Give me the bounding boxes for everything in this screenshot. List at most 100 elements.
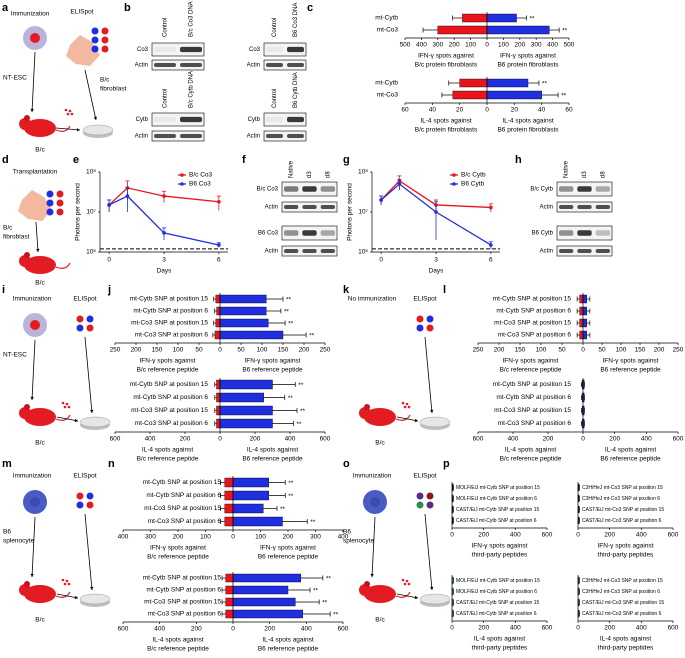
- y-axis-label: Photons per second: [75, 183, 82, 241]
- x-tick-label: 400: [510, 532, 521, 539]
- peptide: [67, 582, 71, 586]
- x-axis-label: IL-4 spots against: [474, 636, 526, 643]
- category-label: MOLF/EiJ mt-Cytb SNP at position 6: [456, 496, 537, 502]
- bar: [216, 418, 221, 429]
- category-label: MOLF/EiJ mt-Cytb SNP at position 15: [456, 485, 540, 491]
- band: [302, 249, 317, 253]
- x-tick-label: 600: [320, 436, 331, 443]
- category-label: MOLF/EiJ mt-Cytb SNP at position 6: [456, 589, 537, 595]
- x-axis-label: IL-4 spots against: [600, 636, 652, 643]
- x-axis-label: IL-4 spots against: [505, 447, 557, 454]
- antigen: [91, 27, 99, 35]
- x-tick-label: 200: [654, 347, 665, 354]
- category-label: mt-Cytb SNP at position 15: [143, 479, 222, 486]
- antigen: [86, 324, 94, 332]
- nucleus: [30, 33, 40, 43]
- blot-frame: [151, 112, 205, 127]
- significance: **: [284, 309, 290, 316]
- bar: [486, 78, 529, 88]
- antigen: [101, 27, 109, 35]
- antigen: [101, 45, 109, 53]
- category-label: mt-Cytb SNP at position 6: [146, 492, 221, 499]
- band: [577, 186, 592, 192]
- point: [125, 194, 130, 198]
- x-axis-label: IFN-γ spots against: [418, 53, 474, 60]
- x-axis-label: third-party peptides: [598, 552, 654, 559]
- band: [559, 186, 574, 192]
- antigen: [426, 315, 434, 323]
- x-tick-label: 200: [173, 534, 184, 541]
- bar: [232, 490, 269, 501]
- blot-frame: [263, 112, 307, 127]
- x-tick-label: 0: [485, 107, 489, 114]
- significance: **: [288, 395, 294, 402]
- dish-top: [82, 124, 114, 136]
- x-tick-label: 150: [278, 347, 289, 354]
- arrow: [55, 127, 81, 131]
- bar: [579, 294, 584, 304]
- category-label: mt-Co3 SNP at position 15: [494, 320, 571, 327]
- band: [320, 249, 335, 253]
- legend-label: B6 Cytb: [461, 181, 485, 188]
- row-label: B6 Co3: [258, 231, 279, 237]
- x-tick-label: 500: [400, 42, 411, 49]
- series-line: [380, 183, 492, 246]
- point: [434, 210, 438, 214]
- peptide: [63, 582, 67, 586]
- bar: [224, 490, 234, 501]
- bar: [225, 597, 234, 607]
- band: [577, 249, 592, 253]
- bar: [486, 13, 517, 23]
- x-tick-label: 200: [543, 436, 554, 443]
- x-axis-label: B/c protein fibroblasts: [415, 62, 478, 69]
- x-tick-label: 0: [581, 347, 585, 354]
- category-label: C3H/HeJ mt-Co3 SNP at position 15: [582, 485, 663, 491]
- significance: **: [322, 600, 328, 607]
- diagram-label: ELISpot: [70, 9, 93, 16]
- x-axis-label: B6 reference peptide: [600, 456, 661, 463]
- diagram-label: B/c: [3, 225, 13, 232]
- x-tick-label: 600: [118, 626, 129, 633]
- bar: [582, 330, 587, 340]
- blot-frame: [263, 42, 307, 57]
- legend-marker: [180, 173, 184, 177]
- x-tick-label: 3: [162, 257, 166, 264]
- band: [595, 205, 610, 209]
- bar: [582, 306, 587, 316]
- band: [287, 63, 304, 67]
- x-tick-label: 600: [110, 436, 121, 443]
- diagram-label: Transplantation: [13, 169, 58, 176]
- x-tick-label: 600: [542, 625, 553, 632]
- row-label: Cytb: [248, 117, 261, 123]
- x-tick-label: 100: [536, 347, 547, 354]
- significance: **: [313, 588, 319, 595]
- x-tick-label: 400: [301, 626, 312, 633]
- diagram-label: splenocyte: [3, 538, 34, 545]
- x-tick-label: 250: [673, 347, 684, 354]
- arrow-head: [414, 595, 418, 600]
- arrow-head: [30, 396, 34, 400]
- x-axis-label: IFN-γ spots against: [260, 545, 316, 552]
- x-tick-label: 200: [449, 42, 460, 49]
- arrow-head: [430, 409, 434, 413]
- peptide: [63, 405, 67, 409]
- bar: [219, 318, 269, 328]
- category-label: mt-Cytb SNP at position 15: [130, 381, 209, 388]
- x-tick-label: 600: [673, 436, 684, 443]
- nucleus: [30, 497, 40, 507]
- blot-frame: [263, 59, 307, 71]
- y-tick-label: 10⁷: [86, 209, 96, 216]
- x-tick-label: 200: [604, 625, 615, 632]
- band: [320, 205, 335, 209]
- dish-top: [419, 593, 451, 605]
- category-label: CAST/EiJ mt-Co3 SNP at position 6: [582, 518, 662, 524]
- point: [397, 182, 402, 186]
- arrow: [84, 336, 93, 414]
- bar: [216, 405, 221, 416]
- diagram-label: B/c: [100, 77, 110, 84]
- category-label: CAST/EiJ mt-Cytb SNP at position 15: [456, 507, 539, 513]
- arrow-head: [90, 586, 94, 590]
- band: [320, 230, 335, 236]
- lane-label: d8: [600, 171, 606, 178]
- row-label: Actin: [247, 134, 260, 140]
